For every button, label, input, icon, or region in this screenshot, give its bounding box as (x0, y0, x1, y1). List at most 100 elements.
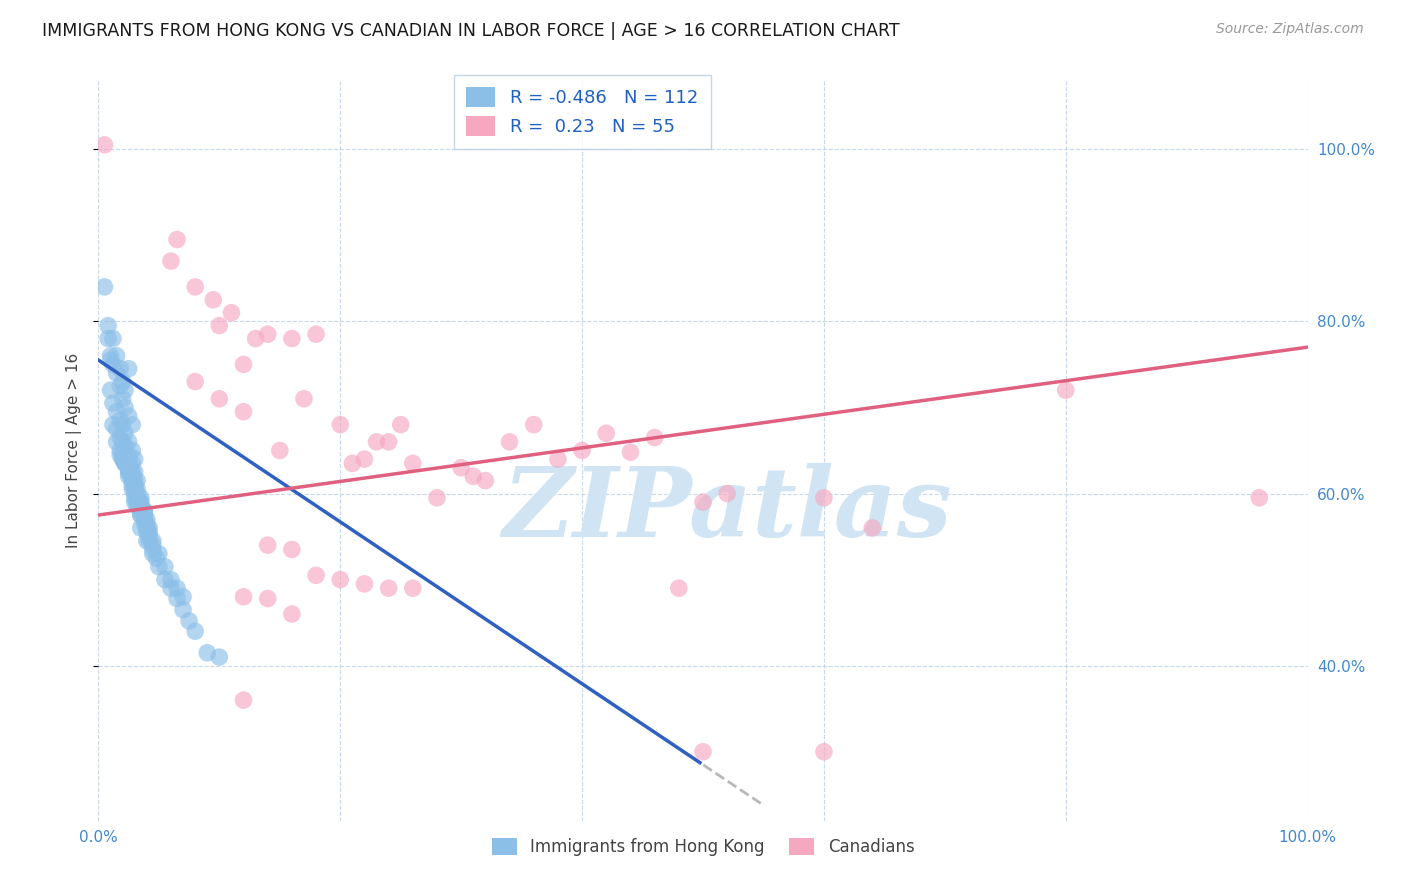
Point (142, 542, 165, 557)
Point (97, 318, 120, 333)
Point (114, 456, 136, 470)
Point (111, 392, 134, 406)
Point (105, 422, 128, 436)
Point (668, 581, 690, 595)
Point (100, 353, 122, 368)
Point (124, 482, 146, 496)
Point (1249, 491, 1271, 505)
Point (124, 465, 146, 479)
Point (179, 614, 201, 628)
Point (108, 443, 131, 458)
Point (208, 392, 231, 406)
Point (153, 559, 176, 574)
Point (118, 456, 141, 470)
Point (571, 443, 593, 458)
Point (114, 401, 136, 415)
Point (142, 533, 165, 548)
Point (118, 409, 141, 423)
Point (716, 486, 738, 500)
Point (389, 417, 412, 432)
Point (124, 452, 146, 467)
Point (121, 474, 143, 488)
Point (498, 434, 520, 449)
Point (121, 482, 143, 496)
Point (134, 512, 156, 526)
Point (221, 306, 243, 320)
Point (127, 495, 149, 509)
Point (523, 417, 546, 432)
Point (93, 137, 115, 152)
Point (124, 491, 146, 505)
Point (202, 293, 225, 307)
Point (101, 332, 124, 346)
Point (114, 426, 136, 441)
Point (108, 413, 131, 427)
Point (114, 439, 136, 453)
Point (105, 434, 128, 449)
Point (101, 417, 124, 432)
Point (366, 434, 388, 449)
Point (127, 486, 149, 500)
Point (148, 547, 170, 561)
Point (292, 392, 315, 406)
Point (127, 491, 149, 505)
Point (426, 491, 449, 505)
Point (118, 434, 141, 449)
Point (184, 280, 207, 294)
Point (93, 280, 115, 294)
Point (232, 357, 254, 371)
Point (129, 504, 152, 518)
Point (619, 445, 641, 459)
Point (138, 521, 160, 535)
Point (121, 474, 143, 488)
Point (145, 551, 167, 566)
Point (474, 474, 496, 488)
Point (281, 542, 304, 557)
Point (118, 469, 141, 483)
Point (118, 448, 141, 462)
Point (100, 383, 122, 397)
Point (108, 448, 131, 462)
Point (108, 361, 131, 376)
Point (129, 508, 152, 522)
Point (129, 495, 152, 509)
Point (172, 603, 194, 617)
Text: IMMIGRANTS FROM HONG KONG VS CANADIAN IN LABOR FORCE | AGE > 16 CORRELATION CHAR: IMMIGRANTS FROM HONG KONG VS CANADIAN IN… (42, 22, 900, 40)
Point (256, 538, 278, 552)
Point (692, 495, 714, 509)
Point (860, 521, 883, 535)
Point (160, 573, 183, 587)
Point (377, 581, 399, 595)
Point (121, 469, 143, 483)
Point (377, 434, 399, 449)
Point (208, 650, 231, 665)
Point (692, 745, 714, 759)
Point (111, 417, 134, 432)
Point (135, 525, 157, 540)
Point (121, 465, 143, 479)
Point (135, 521, 157, 535)
Point (111, 452, 134, 467)
Point (232, 693, 254, 707)
Point (281, 607, 304, 621)
Point (208, 318, 231, 333)
Point (134, 516, 156, 531)
Point (342, 456, 364, 470)
Point (184, 624, 207, 639)
Point (121, 456, 143, 470)
Point (111, 434, 134, 449)
Point (138, 533, 160, 548)
Point (166, 233, 188, 247)
Point (353, 452, 375, 467)
Point (108, 379, 131, 393)
Point (124, 474, 146, 488)
Point (124, 478, 146, 492)
Point (124, 486, 146, 500)
Point (118, 465, 141, 479)
Point (111, 375, 134, 389)
Point (245, 332, 267, 346)
Point (172, 590, 194, 604)
Point (114, 456, 136, 470)
Legend: Immigrants from Hong Kong, Canadians: Immigrants from Hong Kong, Canadians (484, 830, 922, 864)
Point (813, 745, 835, 759)
